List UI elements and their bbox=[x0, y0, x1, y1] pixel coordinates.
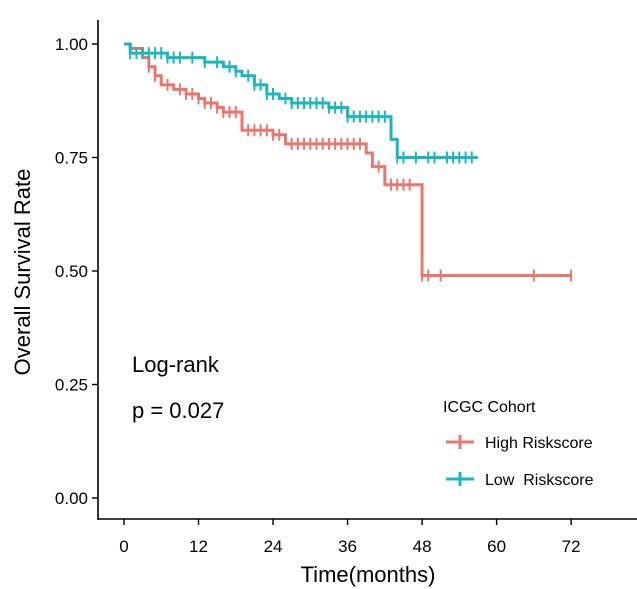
plot-area bbox=[124, 42, 573, 282]
legend-label: Low Riskscore bbox=[485, 472, 594, 489]
legend-item: High Riskscore bbox=[446, 435, 593, 452]
x-tick-label: 72 bbox=[562, 537, 581, 556]
legend-label: High Riskscore bbox=[485, 435, 593, 452]
x-tick-label: 24 bbox=[264, 537, 283, 556]
logrank-label: Log-rank bbox=[132, 352, 220, 377]
y-axis-title: Overall Survival Rate bbox=[10, 169, 35, 376]
y-tick-label: 0.25 bbox=[55, 376, 88, 395]
survival-curve-line bbox=[124, 42, 572, 278]
y-tick-label: 0.75 bbox=[55, 149, 88, 168]
pvalue-label: p = 0.027 bbox=[132, 398, 224, 423]
x-tick-label: 12 bbox=[189, 537, 208, 556]
x-axis-title: Time(months) bbox=[301, 562, 436, 587]
legend-title: ICGC Cohort bbox=[443, 399, 536, 416]
y-tick-label: 0.50 bbox=[55, 262, 88, 281]
axis-ticks: 0 12 24 36 48 60 72 0.00 0.25 0.50 0.75 1.00 bbox=[55, 35, 581, 556]
x-tick-label: 36 bbox=[338, 537, 357, 556]
x-tick-label: 48 bbox=[413, 537, 432, 556]
series-low-riskscore bbox=[124, 42, 478, 164]
series-high-riskscore bbox=[124, 42, 573, 282]
legend-item: Low Riskscore bbox=[446, 472, 594, 489]
survival-curve-line bbox=[124, 42, 478, 159]
y-tick-label: 1.00 bbox=[55, 35, 88, 54]
x-tick-label: 0 bbox=[119, 537, 128, 556]
x-tick-label: 60 bbox=[487, 537, 506, 556]
y-tick-label: 0.00 bbox=[55, 489, 88, 508]
legend: ICGC Cohort High Riskscore Low Riskscore bbox=[443, 399, 594, 489]
